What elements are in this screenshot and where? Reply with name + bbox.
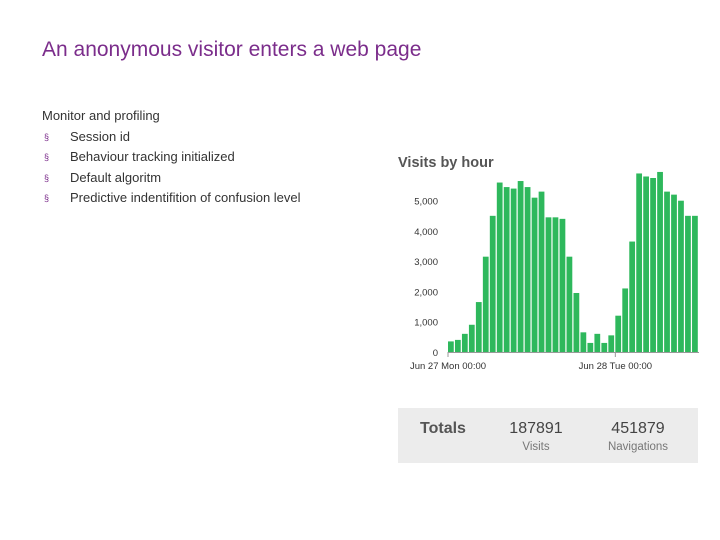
bullet-marker-icon: § [44,131,50,142]
y-tick-label: 5,000 [414,197,438,208]
bar [601,342,608,352]
bar [678,200,684,352]
bar [671,194,677,352]
bullet-text: Predictive indentifition of confusion le… [70,190,301,205]
bullet-marker-icon: § [44,193,50,203]
bar [468,324,475,352]
bar [475,302,482,352]
bullet-item: § Default algoritm [42,168,301,189]
bar [629,241,636,352]
x-tick-label: Jun 28 Tue 00:00 [579,361,652,372]
bar [587,342,594,352]
visits-caption: Visits [522,441,550,453]
bar [510,188,517,352]
bar [503,187,510,352]
bar [482,256,489,352]
bar [545,217,552,352]
navigations-value: 451879 [611,420,665,437]
bar [566,256,573,352]
y-tick-label: 0 [433,348,438,359]
bullet-text: Default algoritm [70,169,162,185]
bar [636,173,643,352]
y-tick-label: 2,000 [414,287,438,298]
bar [622,288,629,352]
y-tick-label: 3,000 [414,257,438,268]
bar [692,215,698,352]
visits-by-hour-chart: 0 1,000 2,000 3,000 4,000 5,000 Jun 27 Mon 00:… [392,150,702,375]
totals-panel: Totals 187891 Visits 451879 Navigations [398,408,698,463]
bullet-item: § Behaviour tracking initialized [42,147,301,168]
bullet-text: Session id [70,128,130,144]
bar [594,333,601,352]
bar [538,191,545,352]
navigations-stat: 451879 Navigations [598,420,678,453]
bullet-item: § Predictive indentifition of confusion l… [42,188,301,209]
navigations-caption: Navigations [607,441,669,453]
visits-value: 187891 [509,420,563,437]
slide-title: An anonymous visitor enters a web page [42,38,422,61]
bar [552,217,559,352]
chart-svg: 0 1,000 2,000 3,000 4,000 5,000 Jun 27 Mon 00:… [410,171,699,372]
bar [657,171,663,352]
bar [685,215,691,352]
chart-title: Visits by hour [398,155,494,171]
bar [496,182,503,352]
bar [448,341,454,352]
bullet-item: § Session id [42,127,301,148]
y-tick-label: 4,000 [414,227,438,238]
bar [580,332,587,352]
visits-stat: 187891 Visits [501,420,571,453]
totals-label: Totals [420,420,466,437]
bullet-marker-icon: § [44,152,50,162]
x-tick-label: Jun 27 Mon 00:00 [410,361,486,372]
bar [461,333,468,352]
bar [664,191,670,352]
bullet-marker-icon: § [44,172,50,183]
bar [643,176,649,352]
bullet-list: Monitor and profiling § Session id § Behav… [42,106,301,209]
bar [524,187,531,352]
bullet-text: Behaviour tracking initialized [70,149,235,164]
bar [615,315,622,352]
bar [650,178,656,352]
bar [489,215,496,352]
bar [531,197,538,352]
bar [573,292,580,352]
bar [454,339,461,352]
bar [517,181,524,352]
bar [608,335,615,352]
bar [559,218,566,352]
y-tick-label: 1,000 [414,318,438,329]
bullet-intro: Monitor and profiling [42,108,160,123]
